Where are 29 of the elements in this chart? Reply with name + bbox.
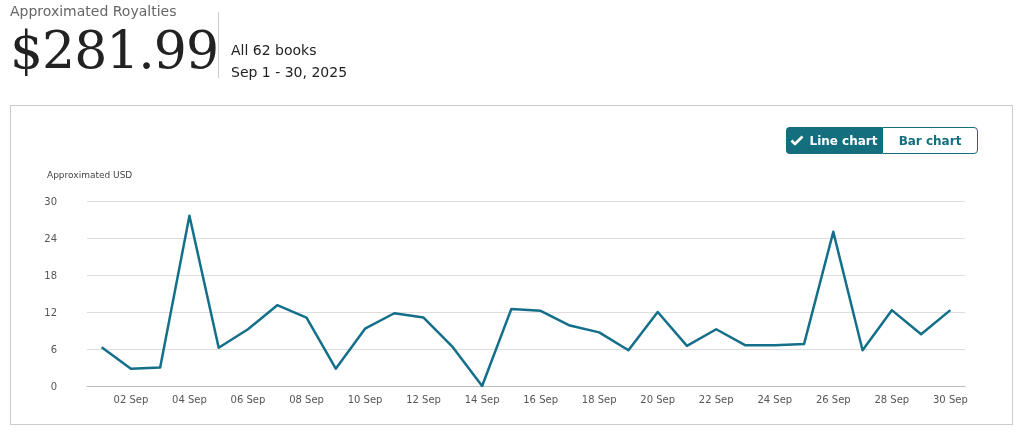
x-tick-label: 06 Sep [230,393,266,405]
chart-title: $281.99 [10,20,219,80]
x-tick-label: 16 Sep [523,393,559,405]
text: All 62 books [231,42,317,58]
x-tick-label: 30 Sep [932,393,968,405]
line-series [100,214,952,388]
x-tick-label: 28 Sep [874,393,910,405]
x-tick-label: 04 Sep [172,393,207,405]
y-tick-label: 18 [44,269,57,281]
y-tick-label: 24 [44,232,57,244]
x-tick-label: 12 Sep [406,393,441,405]
y-tick-label: 30 [44,195,57,207]
y-tick-label: 0 [50,380,57,392]
y-axis-title: Approximated USD [47,169,133,180]
y-tick-label: 6 [50,343,57,355]
text: Bar chart [898,133,962,148]
x-tick-label: 24 Sep [757,393,793,405]
x-tick-label: 08 Sep [289,393,324,405]
text: Sep 1 - 30, 2025 [231,64,348,80]
chart-subtitle: Approximated Royalties [10,3,177,19]
y-tick-label: 12 [44,306,57,318]
text: Line chart [809,133,878,148]
x-tick-label: 22 Sep [698,393,734,405]
x-tick-label: 18 Sep [581,393,617,405]
x-tick-label: 02 Sep [113,393,149,405]
x-tick-label: 26 Sep [815,393,851,405]
x-tick-label: 20 Sep [640,393,676,405]
x-tick-label: 10 Sep [347,393,383,405]
x-tick-label: 14 Sep [464,393,500,405]
